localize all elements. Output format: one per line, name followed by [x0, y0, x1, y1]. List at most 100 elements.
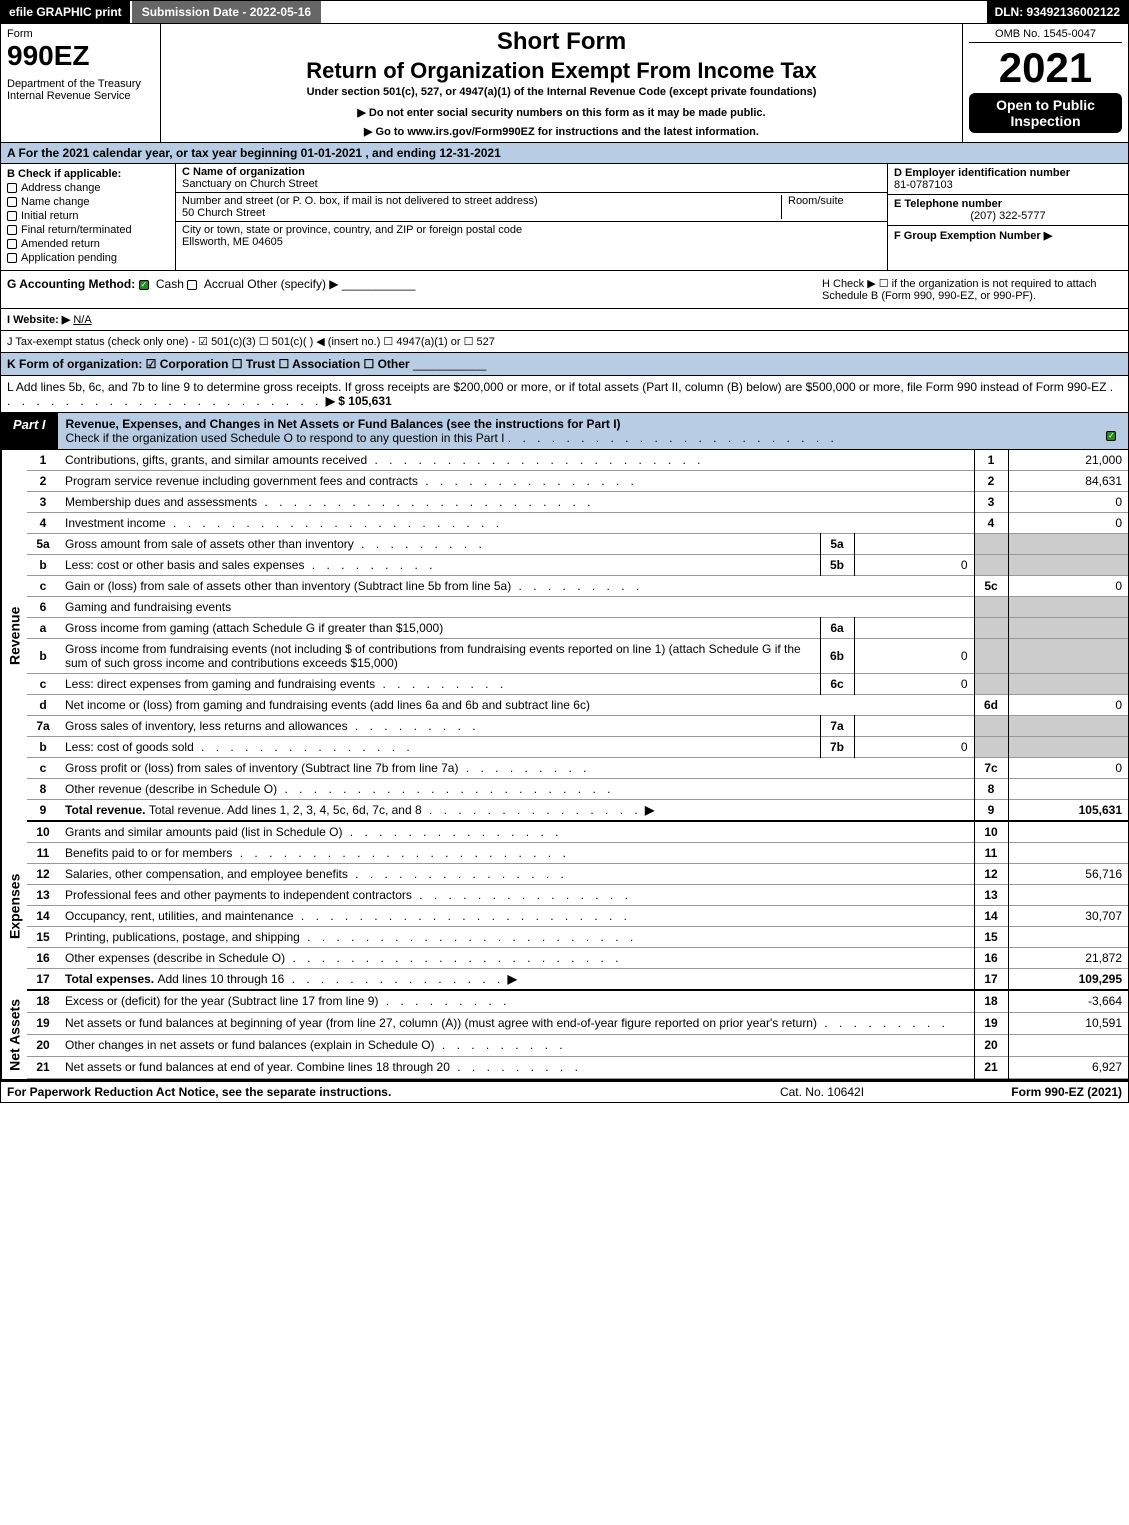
line-5b-midval: 0	[854, 555, 974, 576]
revenue-table: 1 Contributions, gifts, grants, and simi…	[27, 450, 1128, 822]
box-c: C Name of organization Sanctuary on Chur…	[176, 164, 888, 270]
footer-right: Form 990-EZ (2021)	[922, 1085, 1122, 1099]
check-address-change[interactable]: Address change	[7, 182, 169, 194]
line-4-val: 0	[1008, 513, 1128, 534]
line-7c-desc: Gross profit or (loss) from sales of inv…	[65, 761, 458, 775]
net-assets-table: 18 Excess or (deficit) for the year (Sub…	[27, 991, 1128, 1079]
line-16: 16 Other expenses (describe in Schedule …	[27, 948, 1128, 969]
line-15: 15 Printing, publications, postage, and …	[27, 927, 1128, 948]
line-10-desc: Grants and similar amounts paid (list in…	[65, 825, 342, 839]
line-16-val: 21,872	[1008, 948, 1128, 969]
box-defg: D Employer identification number 81-0787…	[888, 164, 1128, 270]
check-label-2: Initial return	[21, 210, 78, 222]
line-6a-midval	[854, 618, 974, 639]
line-6c-desc: Less: direct expenses from gaming and fu…	[65, 677, 375, 691]
line-7b-midval: 0	[854, 737, 974, 758]
open-public-badge: Open to Public Inspection	[969, 93, 1122, 133]
form-word: Form	[7, 28, 154, 40]
line-5b-desc: Less: cost or other basis and sales expe…	[65, 558, 304, 572]
header-right: OMB No. 1545-0047 2021 Open to Public In…	[963, 24, 1128, 142]
line-6d-val: 0	[1008, 695, 1128, 716]
line-2: 2 Program service revenue including gove…	[27, 471, 1128, 492]
line-7c: c Gross profit or (loss) from sales of i…	[27, 758, 1128, 779]
check-name-change[interactable]: Name change	[7, 196, 169, 208]
check-label-4: Amended return	[21, 238, 100, 250]
org-name-label: C Name of organization	[182, 166, 305, 178]
under-section: Under section 501(c), 527, or 4947(a)(1)…	[165, 86, 958, 98]
part-i-subtitle: Check if the organization used Schedule …	[66, 431, 505, 445]
line-5a-midval	[854, 534, 974, 555]
website-label: I Website: ▶	[7, 314, 70, 326]
line-20-desc: Other changes in net assets or fund bala…	[65, 1038, 435, 1052]
line-11: 11 Benefits paid to or for members 11	[27, 843, 1128, 864]
net-assets-area: Net Assets 18 Excess or (deficit) for th…	[0, 991, 1129, 1080]
line-1: 1 Contributions, gifts, grants, and simi…	[27, 450, 1128, 471]
footer-left: For Paperwork Reduction Act Notice, see …	[7, 1085, 722, 1099]
line-18-desc: Excess or (deficit) for the year (Subtra…	[65, 994, 378, 1008]
phone-value: (207) 322-5777	[894, 210, 1122, 222]
line-11-val	[1008, 843, 1128, 864]
top-bar: efile GRAPHIC print Submission Date - 20…	[0, 0, 1129, 24]
check-label-3: Final return/terminated	[21, 224, 132, 236]
goto-link[interactable]: ▶ Go to www.irs.gov/Form990EZ for instru…	[165, 125, 958, 138]
top-spacer	[323, 1, 986, 23]
line-6-desc: Gaming and fundraising events	[65, 600, 231, 614]
do-not-enter: ▶ Do not enter social security numbers o…	[165, 106, 958, 119]
line-1-desc: Contributions, gifts, grants, and simila…	[65, 453, 367, 467]
line-6b-desc: Gross income from fundraising events (no…	[65, 642, 801, 670]
line-14-desc: Occupancy, rent, utilities, and maintena…	[65, 909, 294, 923]
addr-value: 50 Church Street	[182, 207, 265, 219]
gh-row: G Accounting Method: Cash Accrual Other …	[0, 271, 1129, 309]
line-18-val: -3,664	[1008, 991, 1128, 1012]
line-8-desc: Other revenue (describe in Schedule O)	[65, 782, 277, 796]
efile-label[interactable]: efile GRAPHIC print	[1, 1, 130, 23]
line-19: 19 Net assets or fund balances at beginn…	[27, 1012, 1128, 1034]
line-6c-midval: 0	[854, 674, 974, 695]
check-label-1: Name change	[21, 196, 90, 208]
tax-year: 2021	[969, 47, 1122, 89]
form-header: Form 990EZ Department of the Treasury In…	[0, 24, 1129, 142]
org-name-section: C Name of organization Sanctuary on Chur…	[176, 164, 887, 193]
line-6d-desc: Net income or (loss) from gaming and fun…	[65, 698, 590, 712]
ein-label: D Employer identification number	[894, 167, 1070, 179]
line-3: 3 Membership dues and assessments 3 0	[27, 492, 1128, 513]
accrual-checkbox[interactable]	[187, 280, 197, 290]
check-amended[interactable]: Amended return	[7, 238, 169, 250]
i-row: I Website: ▶ N/A	[0, 309, 1129, 331]
h-text: H Check ▶ ☐ if the organization is not r…	[822, 278, 1097, 302]
line-7a-midval	[854, 716, 974, 737]
l-text: L Add lines 5b, 6c, and 7b to line 9 to …	[7, 380, 1106, 394]
line-9: 9 Total revenue. Total revenue. Add line…	[27, 800, 1128, 822]
line-7b-desc: Less: cost of goods sold	[65, 740, 194, 754]
line-10: 10 Grants and similar amounts paid (list…	[27, 822, 1128, 843]
schedule-o-checkbox[interactable]	[1106, 431, 1116, 441]
city-label: City or town, state or province, country…	[182, 224, 522, 236]
section-a: A For the 2021 calendar year, or tax yea…	[0, 142, 1129, 164]
line-11-desc: Benefits paid to or for members	[65, 846, 232, 860]
line-21-val: 6,927	[1008, 1056, 1128, 1078]
line-5a-desc: Gross amount from sale of assets other t…	[65, 537, 354, 551]
part-i-label: Part I	[1, 413, 58, 449]
l-row: L Add lines 5b, 6c, and 7b to line 9 to …	[0, 376, 1129, 413]
line-8: 8 Other revenue (describe in Schedule O)…	[27, 779, 1128, 800]
check-initial-return[interactable]: Initial return	[7, 210, 169, 222]
line-5c-desc: Gain or (loss) from sale of assets other…	[65, 579, 511, 593]
line-12-val: 56,716	[1008, 864, 1128, 885]
j-row: J Tax-exempt status (check only one) - ☑…	[0, 331, 1129, 353]
line-5a: 5a Gross amount from sale of assets othe…	[27, 534, 1128, 555]
city-section: City or town, state or province, country…	[176, 222, 887, 250]
addr-section: Number and street (or P. O. box, if mail…	[176, 193, 887, 222]
line-3-val: 0	[1008, 492, 1128, 513]
cash-checkbox[interactable]	[139, 280, 149, 290]
header-center: Short Form Return of Organization Exempt…	[161, 24, 963, 142]
check-pending[interactable]: Application pending	[7, 252, 169, 264]
line-7a-desc: Gross sales of inventory, less returns a…	[65, 719, 348, 733]
header-left: Form 990EZ Department of the Treasury In…	[1, 24, 161, 142]
check-final-return[interactable]: Final return/terminated	[7, 224, 169, 236]
line-18: 18 Excess or (deficit) for the year (Sub…	[27, 991, 1128, 1012]
g-section: G Accounting Method: Cash Accrual Other …	[7, 277, 822, 302]
footer-center: Cat. No. 10642I	[722, 1085, 922, 1099]
room-label: Room/suite	[788, 195, 844, 207]
line-6c-mid: 6c	[820, 674, 854, 695]
box-b-label: B Check if applicable:	[7, 168, 169, 180]
